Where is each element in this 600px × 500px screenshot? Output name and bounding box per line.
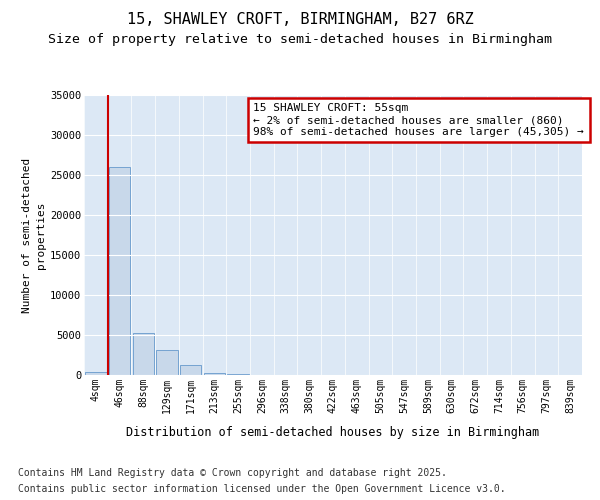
Y-axis label: Number of semi-detached
properties: Number of semi-detached properties — [22, 158, 46, 312]
Text: Contains HM Land Registry data © Crown copyright and database right 2025.: Contains HM Land Registry data © Crown c… — [18, 468, 447, 477]
Text: 15, SHAWLEY CROFT, BIRMINGHAM, B27 6RZ: 15, SHAWLEY CROFT, BIRMINGHAM, B27 6RZ — [127, 12, 473, 28]
Bar — [109, 167, 130, 375]
Text: Contains public sector information licensed under the Open Government Licence v3: Contains public sector information licen… — [18, 484, 506, 494]
Text: Size of property relative to semi-detached houses in Birmingham: Size of property relative to semi-detach… — [48, 32, 552, 46]
Bar — [157, 350, 178, 375]
Bar — [204, 372, 225, 375]
Bar — [227, 374, 249, 375]
Bar — [133, 334, 154, 375]
Text: Distribution of semi-detached houses by size in Birmingham: Distribution of semi-detached houses by … — [127, 426, 539, 439]
Bar — [180, 366, 202, 375]
Text: 15 SHAWLEY CROFT: 55sqm
← 2% of semi-detached houses are smaller (860)
98% of se: 15 SHAWLEY CROFT: 55sqm ← 2% of semi-det… — [253, 104, 584, 136]
Bar — [85, 372, 107, 375]
